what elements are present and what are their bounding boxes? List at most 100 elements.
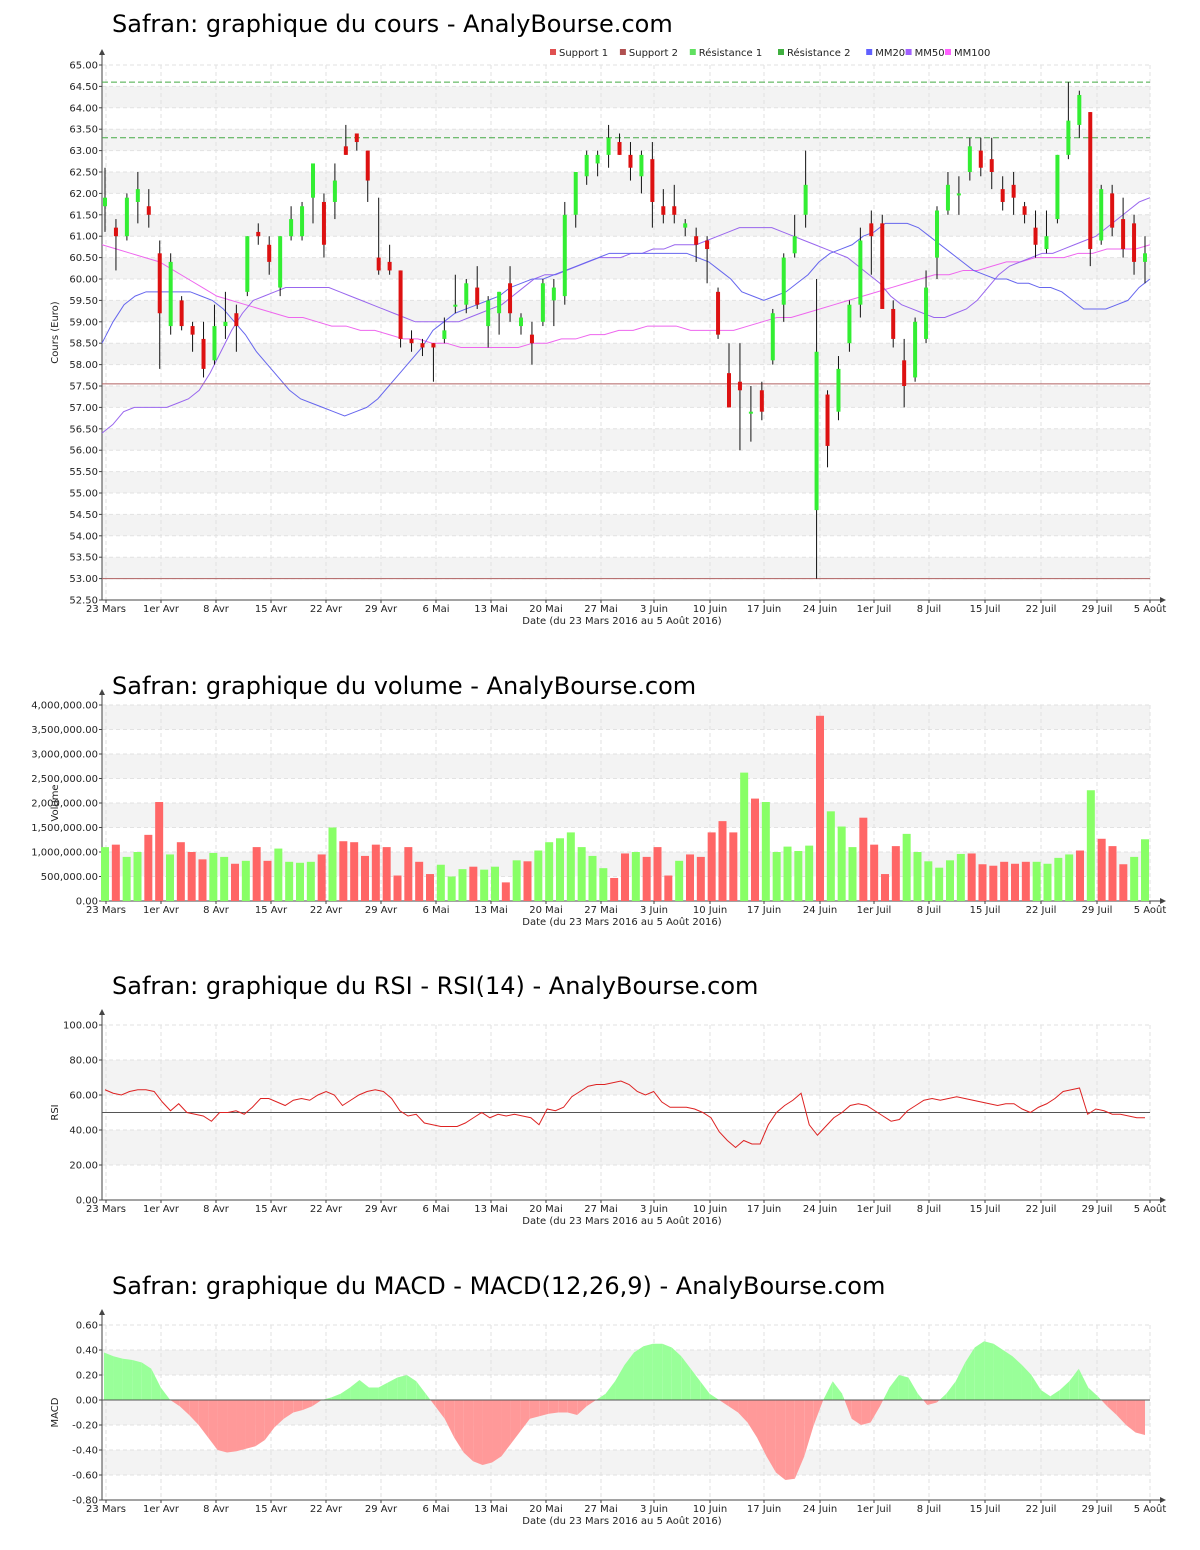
x-tick-label: 23 Mars bbox=[86, 1504, 126, 1515]
x-tick-label: 15 Juil bbox=[970, 604, 1001, 615]
volume-bar bbox=[101, 847, 109, 901]
macd-area-segment bbox=[624, 1352, 634, 1400]
volume-bar bbox=[231, 863, 239, 901]
candle-body bbox=[190, 326, 195, 335]
x-axis-arrow bbox=[1160, 597, 1166, 603]
x-tick-label: 15 Juil bbox=[970, 1504, 1001, 1515]
x-tick-label: 15 Juil bbox=[970, 905, 1001, 916]
macd-area-segment bbox=[444, 1400, 455, 1438]
x-tick-label: 27 Mai bbox=[584, 1504, 617, 1515]
candle-body bbox=[1000, 189, 1005, 202]
macd-area-segment bbox=[217, 1400, 228, 1453]
x-tick-label: 8 Avr bbox=[203, 1204, 230, 1215]
candle-body bbox=[869, 223, 874, 237]
macd-area-segment bbox=[1050, 1390, 1060, 1400]
candle-body bbox=[409, 338, 414, 344]
x-tick-label: 22 Avr bbox=[310, 905, 343, 916]
candle-body bbox=[113, 227, 118, 237]
x-tick-label: 22 Avr bbox=[310, 604, 343, 615]
legend-swatch bbox=[689, 49, 696, 55]
macd-area-segment bbox=[397, 1375, 407, 1400]
candle-body bbox=[135, 189, 140, 202]
volume-bar bbox=[198, 859, 207, 901]
macd-area-segment bbox=[160, 1387, 171, 1400]
candle-body bbox=[1044, 236, 1049, 250]
macd-area-segment bbox=[340, 1387, 351, 1400]
macd-area-segment bbox=[558, 1400, 568, 1413]
macd-area-segment bbox=[198, 1400, 209, 1438]
candle-body bbox=[716, 291, 721, 335]
macd-area-segment bbox=[331, 1393, 341, 1400]
legend-swatch bbox=[619, 49, 626, 55]
volume-bar bbox=[415, 861, 424, 901]
x-tick-label: 13 Mai bbox=[474, 604, 507, 615]
volume-bar bbox=[176, 842, 185, 901]
volume-bar bbox=[166, 854, 174, 901]
candle-body bbox=[442, 330, 447, 339]
macd-area-segment bbox=[842, 1393, 845, 1400]
x-tick-label: 5 Août bbox=[1134, 1503, 1167, 1515]
grid-band bbox=[102, 1450, 1150, 1475]
macd-area-segment bbox=[1135, 1400, 1145, 1435]
macd-area-segment bbox=[104, 1352, 114, 1400]
volume-bar bbox=[707, 832, 716, 901]
x-tick-label: 6 Mai bbox=[422, 604, 449, 615]
macd-area-segment bbox=[965, 1347, 975, 1400]
volume-bar bbox=[881, 874, 889, 901]
x-tick-label: 22 Avr bbox=[310, 1504, 343, 1515]
volume-bar bbox=[751, 798, 759, 901]
x-tick-label: 24 Juin bbox=[803, 1504, 837, 1515]
volume-bar bbox=[382, 847, 391, 901]
candle-body bbox=[1022, 206, 1027, 215]
volume-bar bbox=[1108, 846, 1117, 901]
x-tick-label: 22 Avr bbox=[310, 1204, 343, 1215]
volume-bar bbox=[339, 841, 348, 901]
grid-band bbox=[102, 1130, 1150, 1165]
y-axis-label: MACD bbox=[50, 1397, 61, 1427]
macd-area-segment bbox=[577, 1400, 587, 1415]
y-axis-arrow bbox=[99, 49, 105, 55]
candle-body bbox=[256, 231, 261, 237]
macd-chart: Safran: graphique du MACD - MACD(12,26,9… bbox=[0, 1240, 1200, 1550]
x-tick-label: 20 Mai bbox=[529, 604, 562, 615]
candle-body bbox=[924, 287, 929, 339]
y-tick-label: -0.40 bbox=[72, 1446, 98, 1457]
candle-body bbox=[1132, 223, 1137, 262]
candle-body bbox=[617, 142, 622, 155]
volume-bar bbox=[144, 834, 153, 901]
macd-area-segment bbox=[671, 1347, 682, 1400]
macd-area-segment bbox=[473, 1400, 483, 1465]
candle-body bbox=[223, 321, 228, 327]
legend-label: Support 1 bbox=[559, 48, 608, 59]
candle-body bbox=[847, 304, 852, 344]
rsi-chart: Safran: graphique du RSI - RSI(14) - Ana… bbox=[0, 940, 1200, 1240]
macd-area-segment bbox=[122, 1358, 133, 1400]
macd-area-segment bbox=[264, 1400, 275, 1440]
volume-chart-title: Safran: graphique du volume - AnalyBours… bbox=[112, 672, 697, 700]
macd-area-segment bbox=[1126, 1400, 1136, 1433]
volume-bar bbox=[328, 827, 337, 901]
x-tick-label: 1er Avr bbox=[143, 905, 180, 916]
macd-area-segment bbox=[1059, 1381, 1070, 1400]
candle-body bbox=[858, 240, 863, 305]
x-axis-label: Date (du 23 Mars 2016 au 5 Août 2016) bbox=[522, 1215, 721, 1227]
volume-bar bbox=[1065, 854, 1074, 901]
macd-area-segment bbox=[359, 1380, 369, 1400]
candle-body bbox=[1055, 154, 1060, 220]
macd-area-segment bbox=[283, 1400, 294, 1419]
macd-area-segment bbox=[700, 1381, 710, 1400]
price-chart-title: Safran: graphique du cours - AnalyBourse… bbox=[112, 10, 673, 38]
macd-area-segment bbox=[719, 1400, 729, 1407]
x-tick-label: 1er Juil bbox=[857, 1504, 892, 1515]
x-tick-label: 1er Juil bbox=[857, 604, 892, 615]
y-axis-label: Cours (Euro) bbox=[50, 301, 61, 364]
grid-band bbox=[102, 386, 1150, 408]
x-tick-label: 29 Juil bbox=[1082, 1204, 1113, 1215]
volume-bar bbox=[870, 844, 879, 901]
macd-area-segment bbox=[766, 1400, 776, 1473]
y-tick-label: 20.00 bbox=[69, 1161, 98, 1172]
y-tick-label: 0.00 bbox=[76, 1396, 98, 1407]
macd-area-segment bbox=[141, 1362, 152, 1400]
y-tick-label: 65.00 bbox=[69, 61, 98, 72]
volume-bar bbox=[783, 846, 792, 901]
